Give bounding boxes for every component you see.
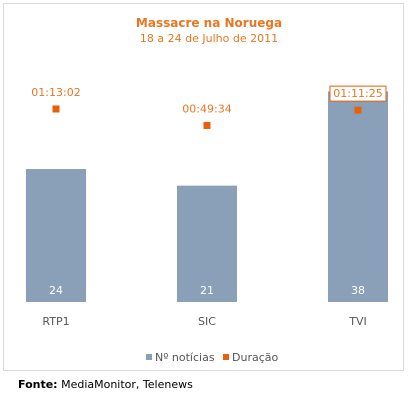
source-label: Fonte: xyxy=(18,378,58,391)
bar-sic xyxy=(177,185,237,302)
bar-value-label: 24 xyxy=(49,284,63,297)
bar-tvi xyxy=(328,91,388,302)
chart-subtitle: 18 a 24 de Julho de 2011 xyxy=(140,32,278,45)
bar-value-label: 38 xyxy=(351,284,365,297)
legend-label-bars: Nº notícias xyxy=(155,351,215,364)
duration-label: 01:13:02 xyxy=(31,86,80,99)
category-label: SIC xyxy=(198,315,216,328)
legend-label-duration: Duração xyxy=(232,351,278,364)
duration-label-box xyxy=(329,85,387,102)
legend-swatch-duration xyxy=(223,354,229,360)
duration-marker-sic xyxy=(203,121,211,129)
duration-label: 01:11:25 xyxy=(333,87,382,100)
source-note: Fonte: MediaMonitor, Telenews xyxy=(18,378,193,391)
duration-marker-tvi xyxy=(354,106,362,114)
duration-marker-rtp1 xyxy=(52,105,60,113)
duration-label: 00:49:34 xyxy=(182,102,231,115)
chart-title: Massacre na Noruega xyxy=(136,16,282,30)
bar-rtp1 xyxy=(26,169,86,302)
bar-value-label: 21 xyxy=(200,284,214,297)
legend-swatch-bars xyxy=(146,354,152,360)
category-label: RTP1 xyxy=(42,315,69,328)
category-label: TVI xyxy=(348,315,367,328)
source-text: MediaMonitor, Telenews xyxy=(61,378,193,391)
